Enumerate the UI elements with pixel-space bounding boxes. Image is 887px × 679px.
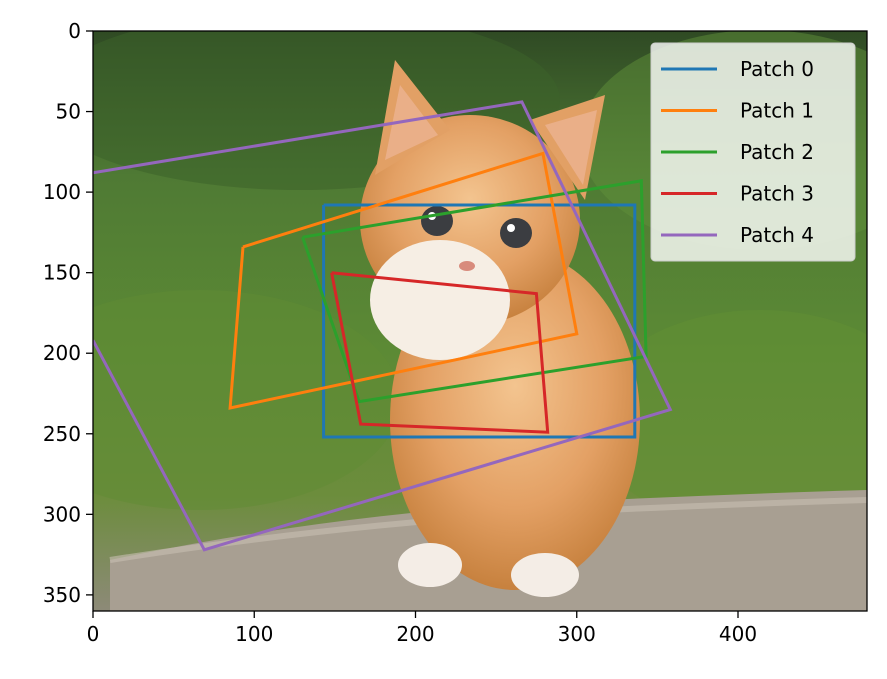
- patch-polygons: [93, 100, 673, 552]
- legend-label-2: Patch 2: [740, 140, 814, 164]
- y-tick-label-3: 150: [43, 261, 81, 285]
- patch-1-outline: [228, 151, 579, 410]
- x-tick-label-1: 100: [235, 622, 273, 646]
- y-tick-label-4: 200: [43, 341, 81, 365]
- y-tick-label-7: 350: [43, 583, 81, 607]
- legend-label-4: Patch 4: [740, 223, 814, 247]
- patch-0-outline: [322, 203, 637, 439]
- x-tick-label-0: 0: [87, 622, 100, 646]
- y-tick-label-5: 250: [43, 422, 81, 446]
- patch-4-outline: [93, 100, 673, 552]
- patch-3-outline: [330, 271, 550, 434]
- legend-label-1: Patch 1: [740, 99, 814, 123]
- y-tick-label-1: 50: [56, 100, 81, 124]
- x-tick-label-3: 300: [558, 622, 596, 646]
- legend-label-3: Patch 3: [740, 182, 814, 206]
- y-tick-label-6: 300: [43, 502, 81, 526]
- legend-label-0: Patch 0: [740, 57, 814, 81]
- plot-frame: [92, 30, 868, 612]
- legend: Patch 0 Patch 1 Patch 2 Patch 3 Patch 4: [650, 42, 856, 262]
- y-tick-label-2: 100: [43, 180, 81, 204]
- legend-box: [650, 42, 856, 262]
- x-tick-label-2: 200: [396, 622, 434, 646]
- y-tick-label-0: 0: [68, 19, 81, 43]
- x-tick-label-4: 400: [719, 622, 757, 646]
- axis-ticks: 0 100 200 300 400 0 50 100 150 200 250 300 350: [43, 19, 757, 646]
